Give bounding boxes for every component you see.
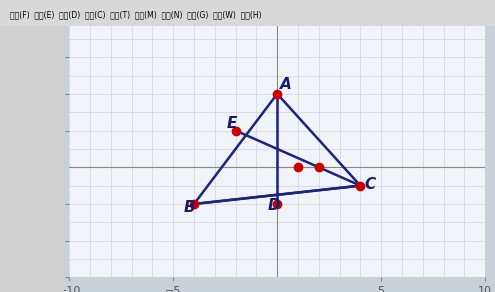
Text: B: B	[184, 200, 195, 215]
Text: E: E	[226, 116, 237, 131]
Text: 文件(F)  编辑(E)  显示(D)  构造(C)  变换(T)  度量(M)  数据(N)  绘图(G)  窗口(W)  帮助(H): 文件(F) 编辑(E) 显示(D) 构造(C) 变换(T) 度量(M) 数据(N…	[10, 10, 261, 19]
Text: C: C	[364, 177, 376, 192]
Text: D: D	[268, 198, 281, 213]
Text: A: A	[280, 77, 292, 92]
